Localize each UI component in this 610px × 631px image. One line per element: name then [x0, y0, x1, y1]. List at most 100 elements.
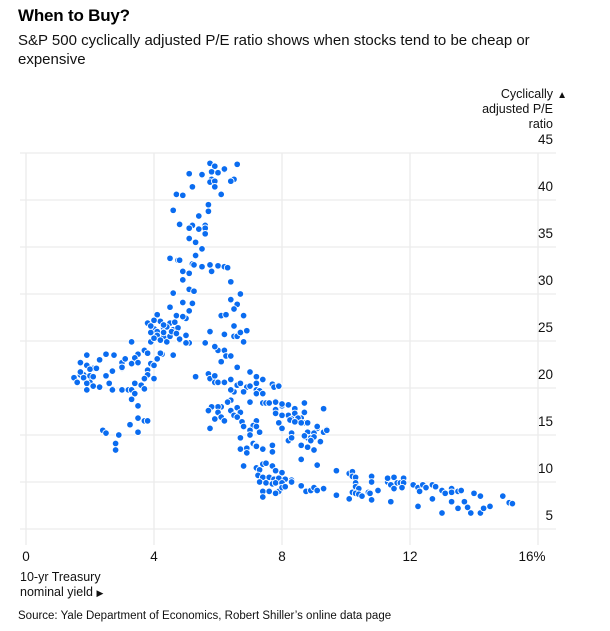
y-tick-label: 35 — [538, 226, 553, 241]
data-point — [206, 424, 214, 433]
data-point — [358, 492, 366, 500]
data-point — [185, 234, 193, 243]
data-point — [236, 434, 245, 442]
data-point — [332, 491, 341, 499]
data-point — [159, 321, 168, 329]
data-point — [73, 378, 81, 387]
data-point — [243, 449, 251, 457]
y-tick-label: 15 — [538, 414, 553, 429]
data-point — [134, 414, 142, 422]
data-point — [398, 483, 406, 492]
data-point — [108, 386, 117, 394]
data-point — [92, 364, 101, 373]
data-point — [239, 311, 248, 320]
data-point — [265, 399, 273, 407]
data-point — [175, 220, 184, 229]
data-point — [179, 312, 187, 321]
data-point — [214, 262, 222, 270]
data-point — [297, 419, 305, 427]
data-point — [236, 445, 245, 453]
data-point — [110, 351, 118, 359]
data-point — [143, 349, 152, 357]
data-point — [236, 328, 245, 337]
data-point — [76, 358, 85, 367]
data-point — [83, 351, 91, 359]
data-point — [206, 261, 214, 269]
data-point — [127, 359, 136, 368]
data-point — [171, 318, 179, 326]
data-point — [185, 224, 193, 232]
data-point — [233, 363, 241, 372]
data-point — [223, 398, 232, 406]
data-point — [150, 374, 158, 383]
data-point — [300, 432, 309, 440]
data-point — [467, 509, 475, 517]
data-point — [303, 443, 312, 451]
data-point — [86, 365, 94, 373]
data-point — [313, 422, 321, 431]
data-point — [76, 368, 85, 376]
data-point — [252, 389, 261, 398]
data-point — [188, 183, 197, 191]
data-point — [220, 165, 229, 173]
data-point — [387, 497, 395, 506]
data-point — [428, 495, 437, 503]
data-point — [316, 437, 325, 446]
y-tick-label: 5 — [545, 508, 553, 523]
data-point — [323, 426, 331, 435]
data-point — [211, 183, 219, 191]
data-point — [134, 358, 142, 367]
data-point — [198, 262, 206, 271]
data-point — [166, 303, 174, 311]
data-point — [83, 386, 91, 394]
data-point — [172, 311, 181, 320]
data-point — [191, 372, 200, 381]
data-point — [211, 342, 219, 351]
tick-labels: 5 10 15 20 25 30 35 40 45 0 4 8 12 16% — [22, 132, 553, 564]
data-point — [140, 385, 149, 393]
data-point — [278, 400, 286, 408]
data-point — [143, 417, 152, 425]
data-point — [217, 190, 225, 199]
data-point — [332, 466, 341, 475]
data-point — [214, 378, 222, 387]
data-point — [188, 299, 197, 308]
data-point — [259, 389, 267, 398]
data-point — [233, 413, 241, 421]
data-point — [172, 329, 181, 338]
data-point — [134, 428, 142, 436]
data-point — [191, 238, 200, 247]
chart-title: When to Buy? — [18, 6, 130, 25]
data-point — [262, 479, 270, 487]
x-tick-label: 8 — [278, 549, 286, 564]
data-point — [499, 492, 507, 500]
data-point — [246, 431, 254, 439]
data-point — [239, 388, 248, 396]
data-point — [367, 496, 376, 504]
data-point — [169, 351, 177, 359]
data-point — [166, 254, 174, 263]
data-point — [195, 225, 203, 233]
data-point — [204, 207, 213, 216]
data-point — [172, 190, 181, 199]
data-point — [198, 245, 206, 253]
data-point — [182, 331, 190, 340]
y-tick-label: 20 — [538, 367, 553, 382]
data-point — [278, 424, 286, 433]
data-point — [447, 488, 456, 497]
data-point — [211, 162, 219, 170]
data-point — [300, 399, 309, 407]
data-point — [476, 492, 485, 500]
data-point — [185, 169, 193, 178]
y-axis-label: Cyclically adjusted P/E ratio ▲ — [433, 87, 567, 132]
data-point — [227, 177, 235, 185]
data-point — [303, 419, 312, 427]
y-axis-label-line-1: Cyclically — [500, 87, 553, 101]
data-point — [255, 428, 264, 436]
data-point — [140, 374, 149, 383]
data-point — [246, 382, 254, 390]
data-point — [159, 328, 168, 337]
data-point — [190, 261, 198, 269]
data-point — [227, 352, 235, 360]
